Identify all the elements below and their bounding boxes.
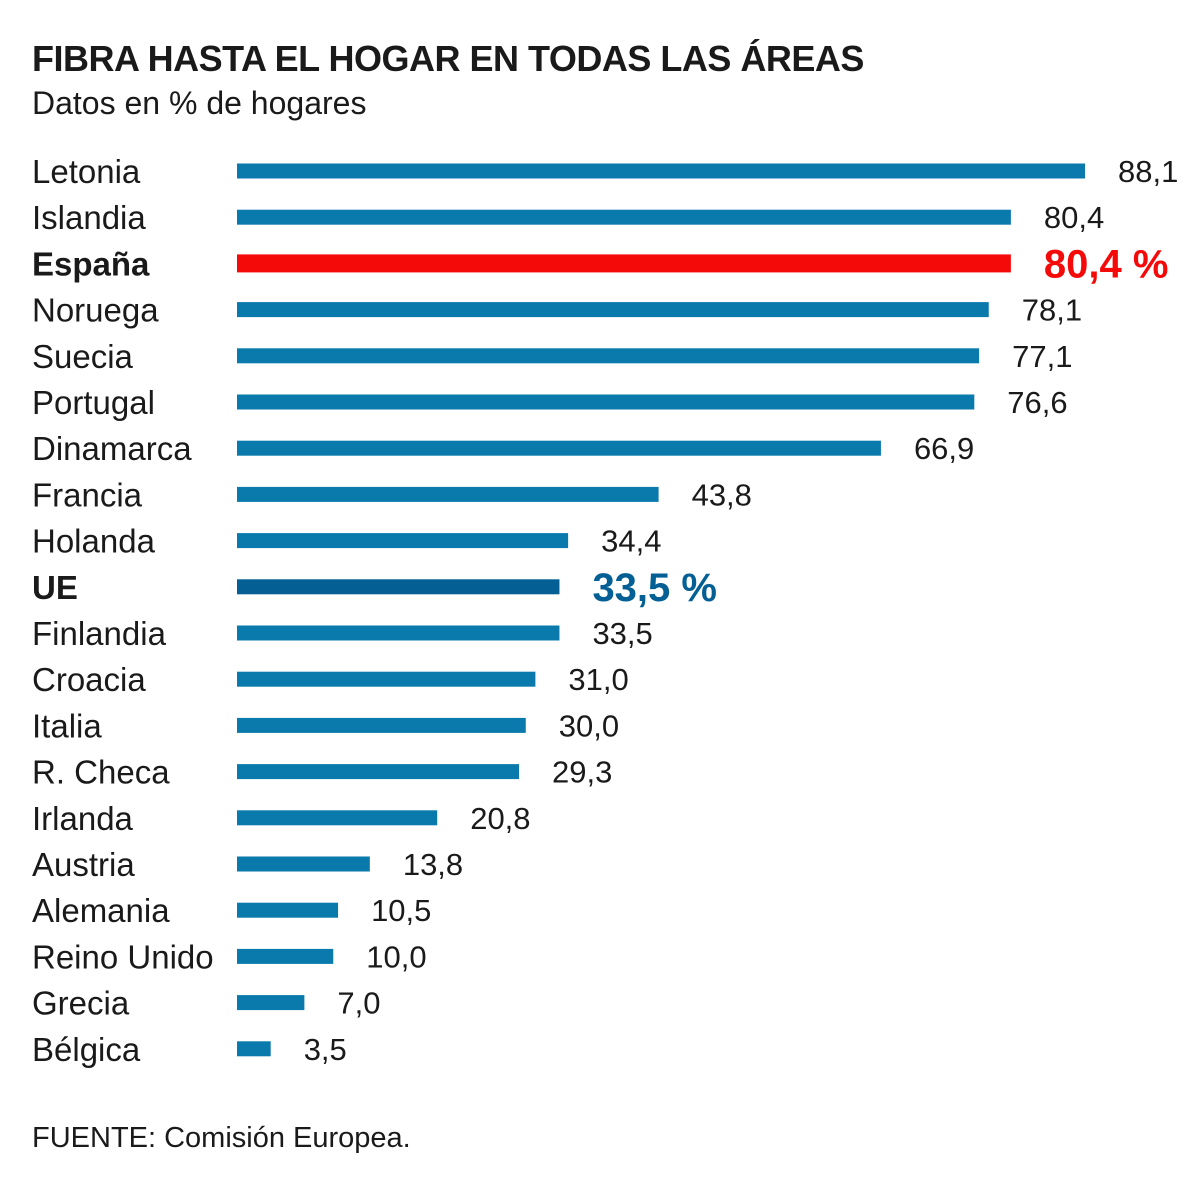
value-label-finlandia: 33,5 (592, 616, 652, 651)
value-label-francia: 43,8 (692, 477, 752, 512)
bar-francia (237, 486, 659, 502)
chart-subtitle: Datos en % de hogares (32, 85, 367, 121)
value-label-espana: 80,4 % (1044, 242, 1169, 286)
bar-espana (237, 254, 1011, 273)
category-label-portugal: Portugal (32, 384, 155, 421)
category-label-finlandia: Finlandia (32, 615, 167, 652)
chart-title: FIBRA HASTA EL HOGAR EN TODAS LAS ÁREAS (32, 38, 864, 79)
category-label-italia: Italia (32, 707, 102, 744)
value-label-dinamarca: 66,9 (914, 431, 974, 466)
value-label-portugal: 76,6 (1007, 385, 1067, 420)
category-label-croacia: Croacia (32, 661, 146, 698)
bar-suecia (237, 348, 980, 364)
bar-ue (237, 579, 560, 595)
bar-croacia (237, 671, 536, 687)
value-label-reino-unido: 10,0 (366, 939, 426, 974)
category-label-r-checa: R. Checa (32, 754, 170, 791)
value-label-croacia: 31,0 (568, 662, 628, 697)
bar-noruega (237, 302, 989, 318)
value-label-ue: 33,5 % (592, 566, 717, 610)
bar-irlanda (237, 810, 438, 826)
category-label-noruega: Noruega (32, 292, 159, 329)
value-label-austria: 13,8 (403, 847, 463, 882)
category-label-dinamarca: Dinamarca (32, 430, 192, 467)
bar-letonia (237, 163, 1085, 179)
bar-italia (237, 717, 526, 733)
bar-islandia (237, 209, 1011, 225)
value-label-suecia: 77,1 (1012, 339, 1072, 374)
value-label-noruega: 78,1 (1022, 293, 1082, 328)
value-label-alemania: 10,5 (371, 893, 431, 928)
category-label-ue: UE (32, 569, 78, 606)
category-label-suecia: Suecia (32, 338, 134, 375)
category-label-austria: Austria (32, 846, 135, 883)
bar-reino-unido (237, 948, 334, 964)
bar-belgica (237, 1041, 271, 1057)
bar-grecia (237, 995, 305, 1011)
value-label-grecia: 7,0 (337, 986, 380, 1021)
value-label-letonia: 88,1 (1118, 154, 1178, 189)
value-label-italia: 30,0 (559, 708, 619, 743)
category-label-grecia: Grecia (32, 985, 130, 1022)
category-label-irlanda: Irlanda (32, 800, 134, 837)
category-label-holanda: Holanda (32, 523, 156, 560)
bar-r-checa (237, 764, 520, 780)
bar-dinamarca (237, 440, 881, 456)
bar-finlandia (237, 625, 560, 641)
category-label-letonia: Letonia (32, 153, 141, 190)
value-label-holanda: 34,4 (601, 524, 661, 559)
value-label-irlanda: 20,8 (470, 801, 530, 836)
value-label-r-checa: 29,3 (552, 755, 612, 790)
bar-holanda (237, 533, 569, 549)
bar-alemania (237, 902, 339, 918)
category-label-reino-unido: Reino Unido (32, 938, 214, 975)
source-note: FUENTE: Comisión Europea. (32, 1122, 411, 1154)
bar-austria (237, 856, 370, 872)
category-label-alemania: Alemania (32, 892, 170, 929)
value-label-islandia: 80,4 (1044, 200, 1104, 235)
category-label-islandia: Islandia (32, 199, 146, 236)
category-label-francia: Francia (32, 476, 143, 513)
bar-portugal (237, 394, 975, 410)
category-label-belgica: Bélgica (32, 1031, 141, 1068)
category-label-espana: España (32, 245, 150, 282)
value-label-belgica: 3,5 (304, 1032, 347, 1067)
